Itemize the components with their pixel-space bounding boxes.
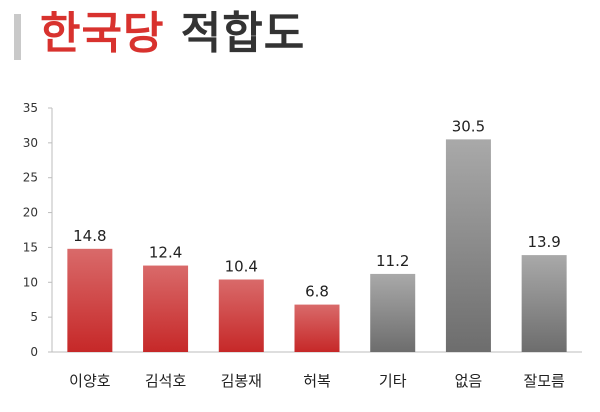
bar-value-label: 14.8 (73, 227, 106, 245)
bar-0 (67, 248, 113, 352)
bar-5 (445, 139, 491, 352)
y-tick-label: 0 (30, 345, 38, 359)
y-tick-label: 10 (23, 275, 38, 289)
bar-value-label: 11.2 (376, 252, 409, 270)
bar-value-label: 30.5 (452, 117, 485, 135)
y-tick-label: 30 (23, 136, 38, 150)
category-label: 김봉재 (221, 372, 262, 390)
bar-value-label: 6.8 (305, 283, 329, 301)
y-tick-label: 5 (30, 310, 38, 324)
title-part-fitness: 적합도 (180, 8, 306, 59)
y-tick-label: 15 (23, 240, 38, 254)
bar-2 (218, 279, 264, 352)
category-label: 잘모름 (523, 372, 565, 390)
y-tick-label: 20 (23, 206, 38, 220)
page-title: 한국당 적합도 (40, 2, 305, 66)
bar-3 (294, 304, 340, 352)
bar-value-label: 13.9 (527, 233, 560, 251)
y-tick-label: 35 (23, 101, 38, 115)
title-accent-bar (14, 14, 21, 60)
y-tick-label: 25 (23, 171, 38, 185)
title-part-party: 한국당 (40, 8, 165, 59)
category-label: 이양호 (69, 372, 111, 390)
bar-4 (370, 273, 416, 352)
bar-value-label: 10.4 (225, 257, 258, 275)
category-label: 김석호 (145, 372, 187, 390)
category-label: 기타 (379, 372, 407, 390)
bar-6 (521, 255, 567, 352)
category-label: 없음 (455, 372, 483, 390)
bar-value-label: 12.4 (149, 244, 182, 262)
bar-1 (143, 265, 189, 352)
category-label: 허복 (303, 372, 331, 390)
